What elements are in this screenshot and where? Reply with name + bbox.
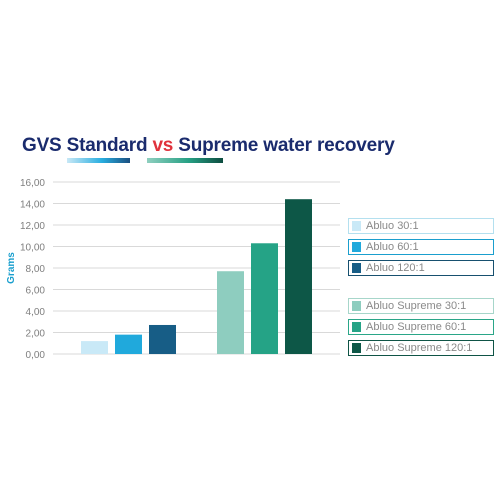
bar xyxy=(81,341,108,354)
legend-swatch xyxy=(352,343,361,353)
title-supreme: Supreme water recovery xyxy=(173,135,395,156)
y-tick-label: 12,00 xyxy=(20,221,45,232)
y-tick-label: 14,00 xyxy=(20,200,45,211)
supreme-gradient-bar xyxy=(147,158,223,163)
title-standard: GVS Standard xyxy=(22,135,153,156)
y-tick-label: 8,00 xyxy=(26,264,46,275)
standard-gradient-bar xyxy=(67,158,130,163)
legend-label: Abluo 120:1 xyxy=(366,262,425,274)
bar xyxy=(217,271,244,354)
bar xyxy=(251,243,278,354)
legend-swatch xyxy=(352,301,361,311)
legend-item: Abluo 120:1 xyxy=(348,260,494,276)
legend-label: Abluo Supreme 120:1 xyxy=(366,342,473,354)
bar xyxy=(285,199,312,354)
y-axis-label: Grams xyxy=(6,252,17,284)
y-tick-label: 0,00 xyxy=(26,350,46,361)
title-vs: vs xyxy=(152,135,174,156)
legend-label: Abluo Supreme 30:1 xyxy=(366,300,467,312)
legend-label: Abluo Supreme 60:1 xyxy=(366,321,467,333)
legend-standard: Abluo 30:1 Abluo 60:1 Abluo 120:1 xyxy=(348,218,494,281)
legend-item: Abluo 30:1 xyxy=(348,218,494,234)
legend-label: Abluo 30:1 xyxy=(366,220,419,232)
y-tick-label: 16,00 xyxy=(20,178,45,189)
legend-supreme: Abluo Supreme 30:1 Abluo Supreme 60:1 Ab… xyxy=(348,298,494,361)
legend-item: Abluo 60:1 xyxy=(348,239,494,255)
legend-swatch xyxy=(352,221,361,231)
legend-swatch xyxy=(352,242,361,252)
legend-label: Abluo 60:1 xyxy=(366,241,419,253)
bar xyxy=(149,324,176,354)
legend-swatch xyxy=(352,263,361,273)
y-tick-label: 6,00 xyxy=(26,286,46,297)
y-tick-label: 10,00 xyxy=(20,243,45,254)
legend-item: Abluo Supreme 120:1 xyxy=(348,340,494,356)
bar xyxy=(115,334,142,354)
y-tick-label: 4,00 xyxy=(26,307,46,318)
chart-title: GVS Standard vs Supreme water recovery xyxy=(22,135,395,157)
legend-item: Abluo Supreme 30:1 xyxy=(348,298,494,314)
legend-item: Abluo Supreme 60:1 xyxy=(348,319,494,335)
y-tick-label: 2,00 xyxy=(26,329,46,340)
legend-swatch xyxy=(352,322,361,332)
